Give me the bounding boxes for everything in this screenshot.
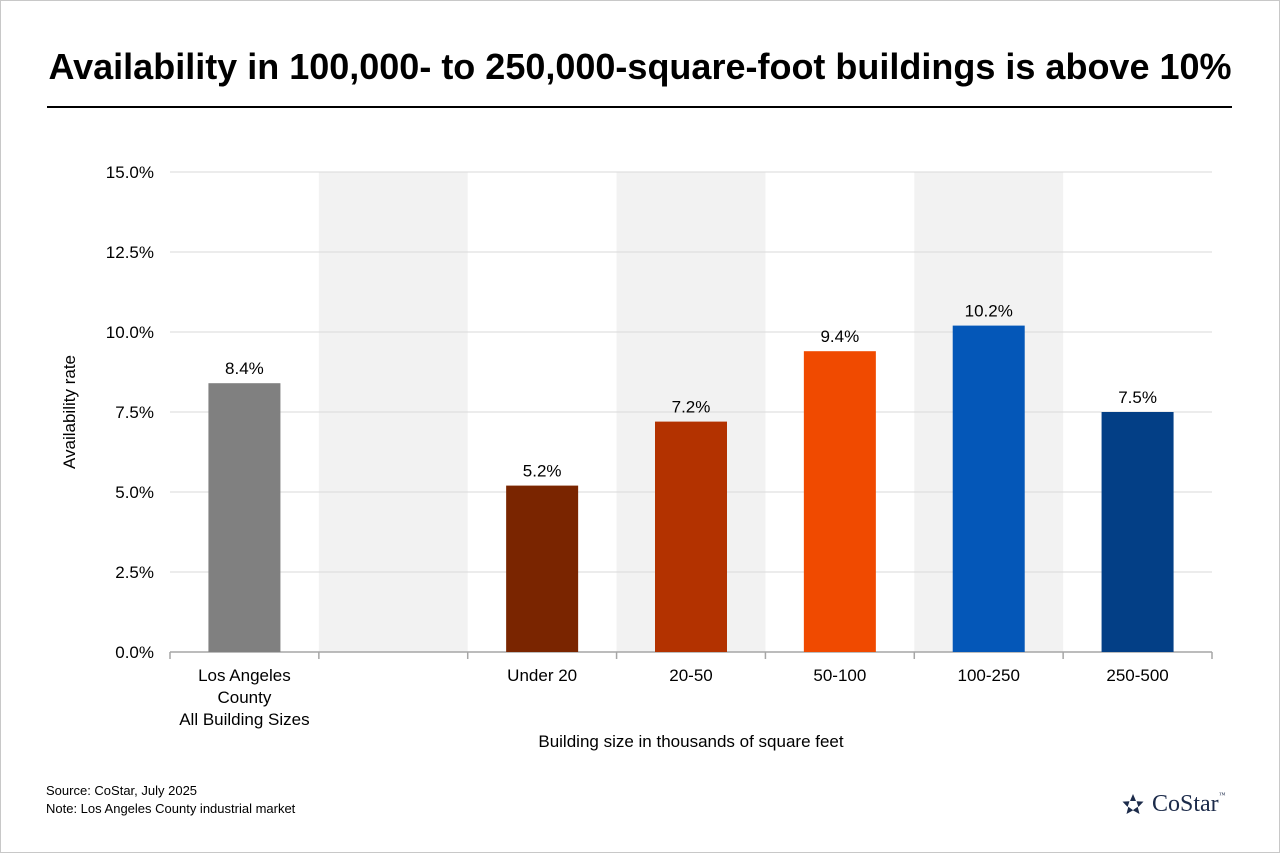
x-tick-label: All Building Sizes xyxy=(179,710,309,729)
bar xyxy=(952,325,1025,652)
source-note: Source: CoStar, July 2025 xyxy=(46,783,198,798)
y-tick-label: 10.0% xyxy=(106,323,154,342)
data-label: 7.5% xyxy=(1118,388,1157,407)
data-label: 8.4% xyxy=(225,359,264,378)
x-tick-label: 250-500 xyxy=(1106,666,1168,685)
x-tick-label: 20-50 xyxy=(669,666,712,685)
title-divider xyxy=(47,106,1232,108)
costar-star-icon xyxy=(1122,793,1144,814)
data-label: 10.2% xyxy=(965,302,1013,321)
y-tick-label: 5.0% xyxy=(115,483,154,502)
y-tick-label: 7.5% xyxy=(115,403,154,422)
y-tick-label: 12.5% xyxy=(106,243,154,262)
data-label: 5.2% xyxy=(523,462,562,481)
logo-wordmark: CoStar™ xyxy=(1152,791,1226,818)
bar xyxy=(506,485,579,652)
chart-title: Availability in 100,000- to 250,000-squa… xyxy=(48,46,1232,87)
bar xyxy=(803,351,876,652)
bar xyxy=(208,383,281,652)
y-tick-label: 2.5% xyxy=(115,563,154,582)
bar xyxy=(655,421,727,652)
logo-text: CoStar xyxy=(1152,791,1219,817)
bar xyxy=(1101,412,1174,652)
data-label: 7.2% xyxy=(672,398,711,417)
y-tick-label: 0.0% xyxy=(115,643,154,662)
logo-trademark: ™ xyxy=(1218,791,1226,799)
x-tick-label: Los Angeles xyxy=(198,666,291,685)
x-tick-label: 50-100 xyxy=(813,666,866,685)
data-label: 9.4% xyxy=(820,327,859,346)
x-tick-label: County xyxy=(217,688,271,707)
x-axis-title: Building size in thousands of square fee… xyxy=(538,732,844,751)
y-tick-label: 15.0% xyxy=(106,163,154,182)
market-note: Note: Los Angeles County industrial mark… xyxy=(46,801,296,816)
costar-logo: CoStar™ xyxy=(1120,791,1226,818)
x-tick-label: 100-250 xyxy=(958,666,1020,685)
x-tick-label: Under 20 xyxy=(507,666,577,685)
y-axis-title: Availability rate xyxy=(60,355,79,469)
